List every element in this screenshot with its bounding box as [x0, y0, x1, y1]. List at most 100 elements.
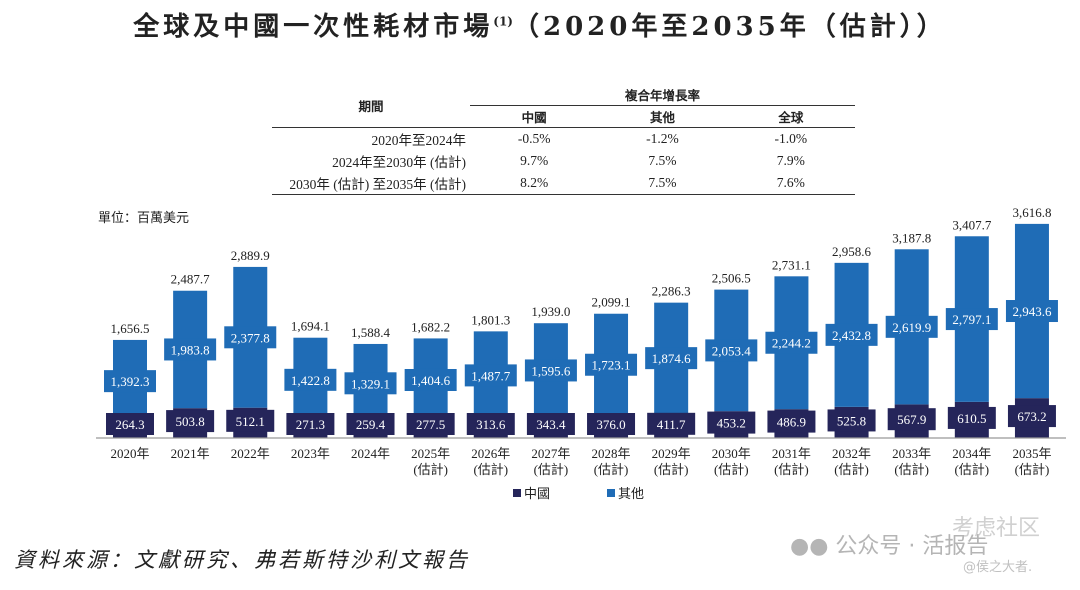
x-tick-label: 2022年	[231, 446, 270, 461]
label-box-china	[827, 409, 876, 432]
data-label-china: 271.3	[296, 417, 325, 432]
total-label: 3,187.8	[892, 230, 931, 245]
label-box-china	[947, 406, 996, 429]
watermark-community: 考虑社区	[952, 516, 1041, 541]
x-tick-label: 2029年	[652, 446, 691, 461]
x-tick-label: 2034年	[952, 446, 991, 461]
total-label: 1,939.0	[531, 304, 570, 319]
x-tick-label: (估計)	[594, 462, 629, 477]
total-label: 1,801.3	[471, 312, 510, 327]
x-tick-label: (估計)	[413, 462, 448, 477]
total-label: 1,682.2	[411, 319, 450, 334]
data-label-china: 411.7	[657, 417, 686, 432]
label-box-other	[705, 339, 758, 362]
total-label: 2,506.5	[712, 271, 751, 286]
total-label: 2,889.9	[231, 248, 270, 263]
data-label-china: 673.2	[1017, 409, 1046, 424]
label-box-china	[707, 411, 756, 434]
label-box-other	[825, 323, 878, 346]
label-box-china	[767, 410, 816, 433]
data-label-china: 486.9	[777, 415, 806, 430]
legend-label: 其他	[618, 487, 644, 502]
data-label-other: 2,244.2	[772, 336, 811, 351]
x-tick-label: (估計)	[1015, 462, 1050, 477]
total-label: 1,588.4	[351, 325, 391, 340]
label-box-other	[945, 308, 998, 331]
label-box-other	[885, 315, 938, 338]
x-tick-label: 2031年	[772, 446, 811, 461]
data-label-china: 343.4	[536, 417, 566, 432]
label-box-other	[164, 338, 217, 361]
watermark-handle: @侯之大者.	[963, 560, 1033, 575]
data-label-other: 1,329.1	[351, 376, 390, 391]
data-label-china: 376.0	[596, 417, 625, 432]
data-label-china: 512.1	[236, 414, 265, 429]
data-label-other: 2,797.1	[952, 312, 991, 327]
legend-swatch	[607, 489, 615, 497]
data-label-china: 277.5	[416, 417, 445, 432]
data-label-other: 1,422.8	[291, 373, 330, 388]
data-label-other: 1,874.6	[652, 351, 692, 366]
label-box-china	[286, 413, 335, 435]
total-label: 2,099.1	[592, 295, 631, 310]
x-tick-label: 2020年	[110, 446, 149, 461]
unit-label: 單位：百萬美元	[98, 211, 190, 226]
label-box-china	[647, 412, 696, 435]
label-box-other	[585, 353, 638, 376]
data-label-china: 525.8	[837, 413, 866, 428]
x-tick-label: 2023年	[291, 446, 330, 461]
label-box-other	[524, 359, 577, 382]
label-box-china	[587, 413, 636, 435]
x-tick-label: (估計)	[534, 462, 569, 477]
data-label-other: 2,053.4	[712, 343, 752, 358]
label-box-china	[346, 413, 395, 435]
label-box-other	[464, 364, 517, 387]
total-label: 1,694.1	[291, 319, 330, 334]
x-tick-label: 2035年	[1012, 446, 1051, 461]
legend-label: 中國	[524, 487, 550, 502]
x-tick-label: 2024年	[351, 446, 390, 461]
x-tick-label: (估計)	[473, 462, 508, 477]
x-tick-label: (估計)	[654, 462, 689, 477]
label-box-china	[1007, 405, 1056, 428]
label-box-other	[765, 331, 818, 354]
watermark: ●● 公众号 · 活报告	[790, 534, 989, 559]
data-label-other: 2,432.8	[832, 328, 871, 343]
x-tick-label: (估計)	[894, 462, 929, 477]
data-label-other: 2,377.8	[231, 330, 270, 345]
label-box-china	[226, 409, 275, 432]
data-label-other: 1,983.8	[171, 342, 210, 357]
wechat-icon: ●●	[790, 534, 836, 559]
label-box-china	[106, 413, 154, 435]
x-tick-label: 2027年	[531, 446, 570, 461]
total-label: 3,616.8	[1012, 205, 1051, 220]
x-tick-label: (估計)	[774, 462, 809, 477]
x-tick-label: 2021年	[171, 446, 210, 461]
data-label-china: 610.5	[957, 411, 986, 426]
data-label-china: 567.9	[897, 412, 926, 427]
total-label: 2,731.1	[772, 257, 811, 272]
x-tick-label: 2025年	[411, 446, 450, 461]
x-tick-label: 2028年	[592, 446, 631, 461]
x-tick-label: 2030年	[712, 446, 751, 461]
total-label: 2,286.3	[652, 284, 691, 299]
data-label-china: 259.4	[356, 417, 386, 432]
chart-title: 全球及中國一次性耗材市場(1)（2020年至2035年（估計））	[133, 12, 947, 42]
total-label: 3,407.7	[952, 217, 992, 232]
x-tick-label: (估計)	[834, 462, 869, 477]
data-label-other: 2,619.9	[892, 320, 931, 335]
label-box-other	[1005, 300, 1058, 323]
source-note: 資料來源：文獻研究、弗若斯特沙利文報告	[14, 548, 470, 572]
data-label-other: 1,595.6	[531, 363, 571, 378]
label-box-other	[284, 368, 337, 391]
data-label-other: 2,943.6	[1012, 304, 1052, 319]
label-box-china	[887, 408, 936, 431]
total-label: 2,958.6	[832, 244, 872, 259]
label-box-other	[104, 370, 156, 393]
data-label-other: 1,404.6	[411, 373, 451, 388]
data-label-other: 1,723.1	[592, 358, 631, 373]
label-box-china	[466, 413, 515, 435]
data-label-china: 503.8	[176, 414, 205, 429]
label-box-other	[224, 326, 277, 349]
data-label-other: 1,392.3	[111, 374, 150, 389]
